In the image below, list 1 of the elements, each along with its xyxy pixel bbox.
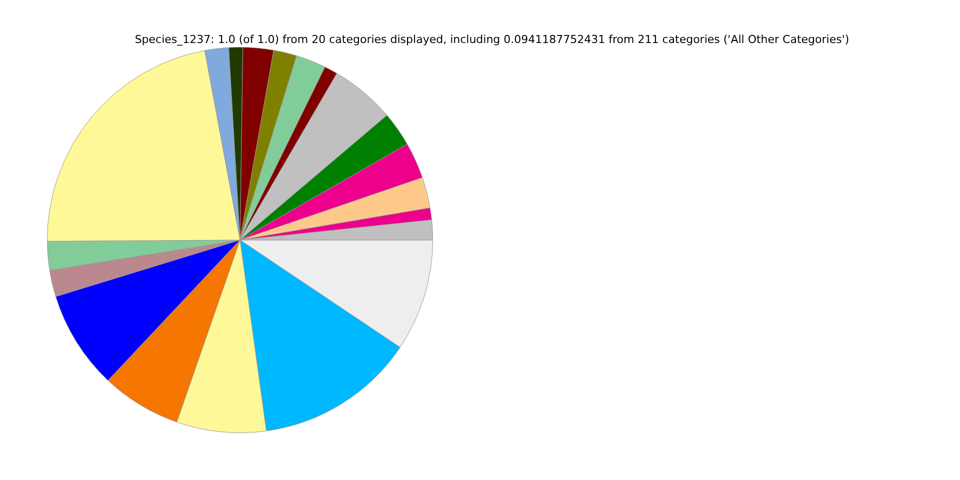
text: Species_1237: 1.0 (of 1.0) from 20 categories displayed, including 0.0941187752431 from 211 categories ('All Other Categories') <box>134 33 850 46</box>
